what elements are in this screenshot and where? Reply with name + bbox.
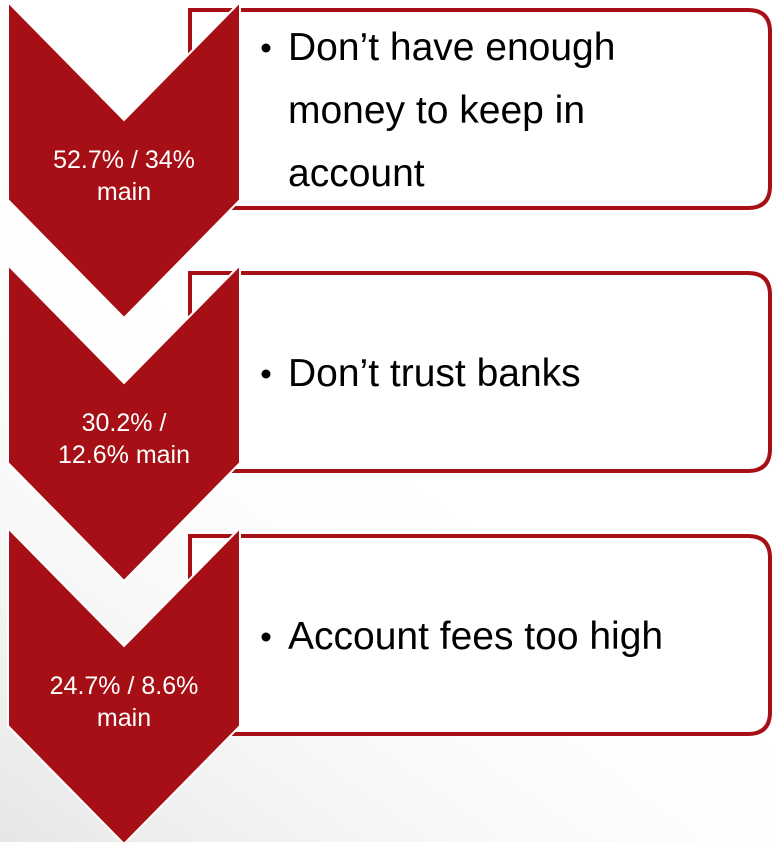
chevron xyxy=(7,525,241,842)
item-text: money to keep in xyxy=(288,89,585,132)
stat-label: 30.2% / xyxy=(82,409,167,437)
stat-label: main xyxy=(97,704,151,732)
stat-label: 12.6% main xyxy=(58,441,190,469)
item-text: Don’t have enough xyxy=(288,26,615,69)
item-text: Account fees too high xyxy=(288,615,663,658)
bullet xyxy=(261,632,271,642)
stat-label: 52.7% / 34% xyxy=(53,146,195,174)
stat-label: 24.7% / 8.6% xyxy=(50,672,199,700)
chevron-list: 52.7% / 34% main Don’t have enough money to… xyxy=(7,0,772,842)
text-box xyxy=(188,271,772,473)
stat-label: main xyxy=(97,178,151,206)
text-box xyxy=(188,8,772,210)
chevron xyxy=(7,0,241,320)
bullet xyxy=(261,43,271,53)
item-text: Don’t trust banks xyxy=(288,352,581,395)
item-text: account xyxy=(288,152,425,195)
text-box xyxy=(188,534,772,736)
chevron xyxy=(7,262,241,583)
bullet xyxy=(261,369,271,379)
